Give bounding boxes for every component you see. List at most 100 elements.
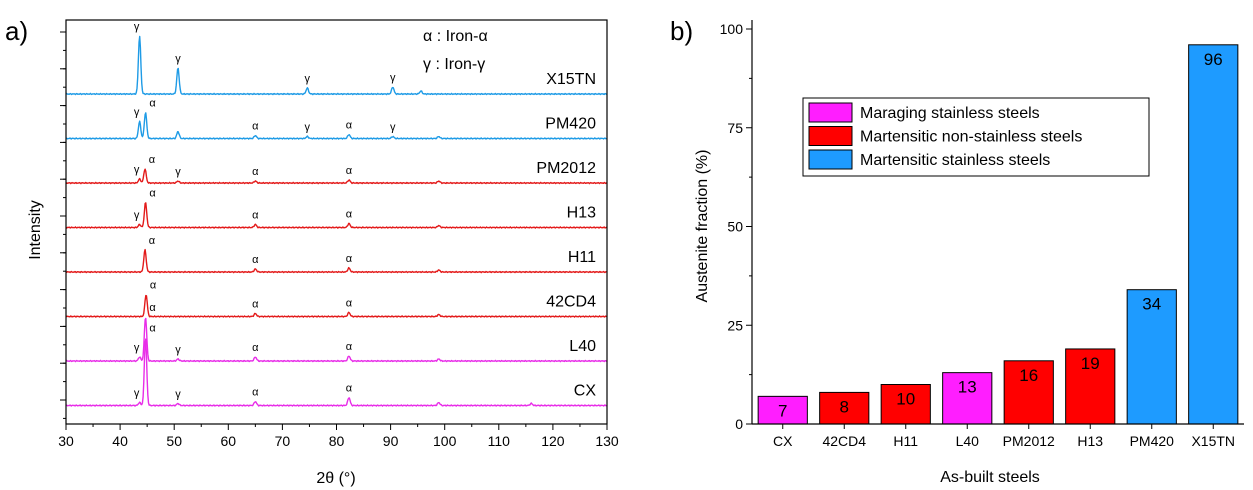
austenite-bar-label: 16 (1019, 366, 1038, 385)
xrd-peak-label: α (346, 165, 353, 177)
austenite-y-tick-label: 75 (727, 120, 743, 136)
austenite-bar (942, 372, 993, 425)
xrd-peak-label: α (346, 341, 353, 353)
austenite-x-tick-label: H13 (1077, 433, 1103, 449)
xrd-sample-label: H11 (568, 249, 596, 266)
xrd-trace-h13 (65, 202, 608, 229)
austenite-legend-label: Martensitic non-stainless steels (860, 129, 1082, 146)
xrd-sample-label: PM2012 (536, 160, 596, 177)
austenite-x-axis-title: As-built steels (940, 469, 1040, 486)
xrd-peak-label: α (149, 154, 156, 166)
austenite-legend-label: Maraging stainless steels (860, 105, 1040, 122)
xrd-legend-alpha: α : Iron-α (423, 28, 488, 45)
austenite-y-tick-label: 25 (727, 317, 743, 333)
austenite-bar (1126, 289, 1177, 425)
austenite-axes: CX 42CD4 H11 L40 PM2012 H13 PM420 X15TN 0 25 50 75 1… (720, 20, 1244, 449)
xrd-peak-label: γ (134, 107, 140, 119)
xrd-peak-label: γ (134, 388, 140, 400)
xrd-peak-label: α (252, 210, 259, 222)
austenite-legend-swatch (808, 149, 853, 170)
xrd-sample-label: H13 (567, 205, 596, 222)
austenite-legend-box (802, 97, 1150, 177)
austenite-bar (819, 391, 870, 425)
austenite-bar (1065, 348, 1116, 425)
xrd-x-tick-label: 110 (488, 433, 511, 449)
xrd-peak-label: γ (390, 122, 396, 134)
xrd-x-tick-label: 130 (595, 433, 619, 449)
austenite-y-axis-title: Austenite fraction (%) (694, 150, 711, 303)
xrd-x-tick-label: 40 (112, 433, 128, 449)
austenite-legend-swatch (808, 102, 853, 123)
xrd-peak-label: α (346, 253, 353, 265)
xrd-trace-cx (65, 338, 608, 407)
austenite-x-tick-label: CX (773, 433, 793, 449)
xrd-trace-pm420 (65, 112, 608, 140)
austenite-x-tick-label: PM420 (1130, 433, 1175, 449)
xrd-x-tick-label: 120 (541, 433, 565, 449)
xrd-peak-label: α (252, 342, 259, 354)
xrd-peak-label: γ (134, 21, 140, 33)
xrd-x-tick-label: 30 (58, 433, 74, 449)
xrd-peak-label: γ (175, 166, 181, 178)
xrd-peak-label: γ (134, 164, 140, 176)
austenite-bar-label: 19 (1081, 354, 1100, 373)
xrd-peak-label: α (346, 209, 353, 221)
xrd-peak-label: α (149, 323, 156, 335)
austenite-bar-label: 34 (1142, 295, 1161, 314)
xrd-peak-label: γ (134, 210, 140, 222)
austenite-legend: Maraging stainless steels Martensitic non… (802, 97, 1150, 177)
xrd-peak-label: α (252, 166, 259, 178)
xrd-x-tick-label: 60 (221, 433, 237, 449)
xrd-peak-label: α (149, 188, 156, 200)
xrd-peak-label: γ (305, 73, 311, 85)
austenite-bar (1003, 360, 1054, 425)
austenite-x-tick-label: 42CD4 (822, 433, 866, 449)
xrd-peak-label: γ (305, 122, 311, 134)
xrd-x-tick-label: 80 (329, 433, 345, 449)
xrd-sample-label: CX (574, 383, 597, 400)
xrd-y-axis-title: Intensity (27, 200, 44, 260)
austenite-y-tick-label: 0 (735, 416, 743, 432)
austenite-bar-label: 7 (778, 401, 787, 420)
xrd-peak-label: α (346, 120, 353, 132)
xrd-axes: 30 40 50 60 70 80 90 100 110 120 130 (58, 19, 619, 449)
xrd-trace-42cd4 (65, 294, 608, 318)
xrd-peak-label: γ (175, 389, 181, 401)
austenite-bar-label: 8 (840, 397, 849, 416)
xrd-peak-label: α (252, 387, 259, 399)
xrd-x-tick-label: 70 (275, 433, 291, 449)
xrd-peak-label: α (149, 98, 156, 110)
xrd-x-tick-label: 90 (383, 433, 399, 449)
xrd-peak-label: α (346, 383, 353, 395)
panel-b-label: b) (670, 16, 693, 46)
xrd-peak-label: α (150, 280, 157, 292)
austenite-bar (757, 395, 808, 425)
austenite-panel: b) 7 8 10 13 16 19 34 96 CX 42CD4 H11 L40 PM2012 H13… (670, 16, 1244, 486)
austenite-y-tick-label: 100 (720, 21, 744, 37)
xrd-trace-h11 (65, 248, 608, 274)
xrd-x-axis-title: 2θ (°) (316, 470, 355, 487)
austenite-bar (880, 384, 931, 425)
austenite-bar-label: 13 (958, 378, 977, 397)
austenite-legend-swatch (808, 126, 853, 146)
austenite-bar-label: 10 (896, 390, 915, 409)
austenite-x-tick-label: X15TN (1191, 433, 1235, 449)
xrd-peak-label: γ (390, 72, 396, 84)
austenite-bar (1188, 44, 1239, 425)
xrd-x-tick-label: 100 (433, 433, 457, 449)
xrd-legend-gamma: γ : Iron-γ (423, 56, 485, 73)
xrd-peak-label: γ (175, 53, 181, 65)
xrd-peak-label: α (149, 235, 156, 247)
xrd-sample-label: 42CD4 (546, 294, 596, 311)
austenite-y-tick-label: 50 (727, 219, 743, 235)
xrd-sample-label: PM420 (545, 116, 596, 133)
austenite-x-tick-label: H11 (893, 433, 918, 449)
xrd-peak-label: γ (175, 344, 181, 356)
austenite-x-tick-label: L40 (956, 433, 980, 449)
xrd-trace-pm2012 (65, 168, 608, 185)
xrd-peak-label: α (252, 299, 259, 311)
xrd-sample-label: L40 (569, 338, 596, 355)
